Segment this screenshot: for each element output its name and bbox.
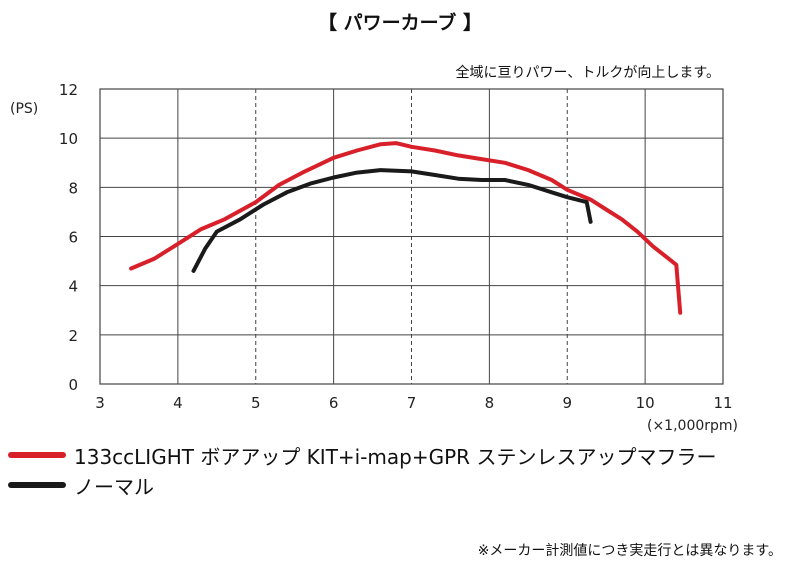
x-tick-label: 10 — [636, 394, 655, 412]
x-axis-unit: (×1,000rpm) — [647, 418, 738, 434]
series-line-normal — [191, 168, 593, 273]
footnote: ※メーカー計測値につき実走行とは異なります。 — [477, 543, 782, 559]
x-tick-label: 11 — [713, 394, 732, 412]
x-tick-label: 4 — [173, 394, 183, 412]
legend-item-normal: ノーマル — [8, 472, 154, 499]
x-tick-label: 7 — [407, 394, 417, 412]
y-axis-unit: (PS) — [10, 101, 38, 117]
series-line-modified — [129, 141, 683, 315]
y-tick-label: 6 — [68, 229, 78, 247]
legend-label-modified: 133ccLIGHT ボアアップ KIT+i-map+GPR ステンレスアップマ… — [74, 444, 717, 469]
y-tick-label: 8 — [68, 179, 78, 197]
legend-swatch-black — [8, 482, 66, 488]
y-tick-label: 10 — [59, 130, 78, 148]
y-tick-label: 4 — [68, 278, 78, 296]
legend-label-normal: ノーマル — [74, 474, 154, 499]
y-tick-label: 2 — [68, 327, 78, 345]
legend-swatch-red — [8, 452, 66, 458]
tick-layer: 0 2 4 6 8 10 12 3 4 5 6 7 8 9 10 11 — [59, 81, 733, 412]
y-tick-label: 12 — [59, 81, 78, 99]
x-tick-label: 8 — [485, 394, 495, 412]
y-tick-label: 0 — [68, 376, 78, 394]
power-curve-chart: 0 2 4 6 8 10 12 3 4 5 6 7 8 9 10 11 (PS) (×1,000rpm) — [10, 81, 738, 434]
series-layer — [129, 141, 683, 315]
x-tick-label: 6 — [329, 394, 339, 412]
x-tick-label: 5 — [251, 394, 261, 412]
x-tick-label: 3 — [95, 394, 105, 412]
chart-subtitle: 全域に亘りパワー、トルクが向上します。 — [455, 65, 720, 81]
x-tick-label: 9 — [562, 394, 572, 412]
legend-item-modified: 133ccLIGHT ボアアップ KIT+i-map+GPR ステンレスアップマ… — [8, 442, 717, 469]
chart-title: 【 パワーカーブ 】 — [317, 12, 483, 34]
grid-layer — [99, 88, 724, 385]
